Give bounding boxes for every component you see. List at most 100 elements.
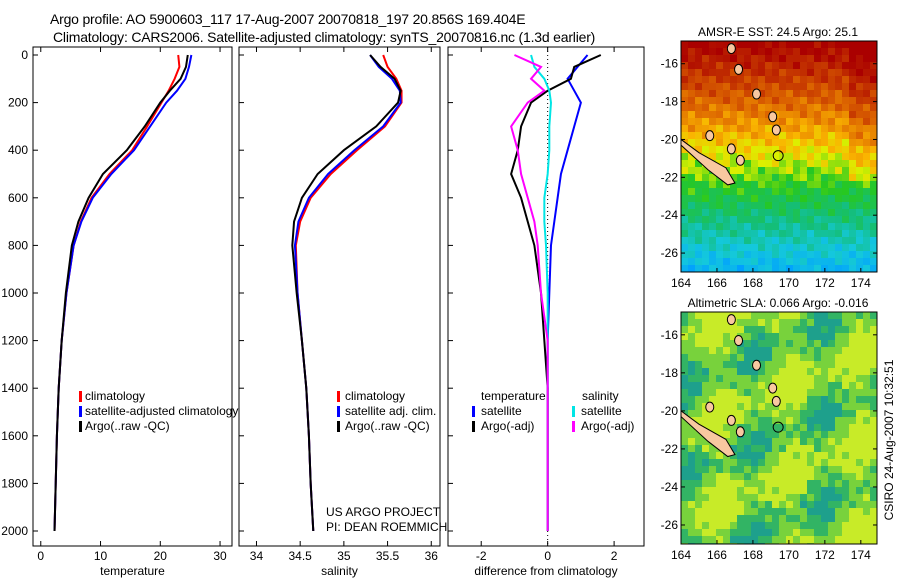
- legend-swatch: [472, 406, 475, 417]
- map-cell: [772, 230, 779, 237]
- map-cell: [800, 265, 807, 272]
- map-cell: [793, 83, 800, 90]
- legend-swatch: [572, 406, 575, 417]
- map-cell: [751, 515, 758, 522]
- map-cell: [835, 396, 842, 403]
- map-cell: [716, 251, 723, 258]
- map-cell: [849, 312, 856, 319]
- map-cell: [716, 55, 723, 62]
- map-cell: [681, 368, 688, 375]
- map-cell: [786, 319, 793, 326]
- map-cell: [856, 167, 863, 174]
- map-cell: [737, 396, 744, 403]
- map-cell: [765, 104, 772, 111]
- map-cell: [828, 188, 835, 195]
- map-cell: [723, 333, 730, 340]
- map-cell: [772, 333, 779, 340]
- map-cell: [786, 354, 793, 361]
- map-cell: [870, 473, 877, 480]
- map-cell: [807, 389, 814, 396]
- map-cell: [702, 230, 709, 237]
- map-cell: [870, 480, 877, 487]
- y-tick-label: 1200: [1, 334, 28, 348]
- map-cell: [793, 97, 800, 104]
- map-cell: [814, 41, 821, 48]
- map-cell: [835, 445, 842, 452]
- map-cell: [863, 522, 870, 529]
- map-cell: [849, 501, 856, 508]
- map-cell: [744, 167, 751, 174]
- map-cell: [786, 251, 793, 258]
- map-cell: [709, 55, 716, 62]
- map-cell: [772, 153, 779, 160]
- map-cell: [870, 312, 877, 319]
- map-cell: [814, 146, 821, 153]
- map-cell: [744, 76, 751, 83]
- map-cell: [723, 118, 730, 125]
- map-cell: [835, 522, 842, 529]
- map-cell: [695, 237, 702, 244]
- map-cell: [716, 223, 723, 230]
- map-cell: [835, 244, 842, 251]
- map-cell: [730, 76, 737, 83]
- map-cell: [730, 209, 737, 216]
- map-cell: [772, 361, 779, 368]
- map-cell: [779, 410, 786, 417]
- map-cell: [856, 174, 863, 181]
- map-cell: [807, 340, 814, 347]
- map-cell: [828, 347, 835, 354]
- map-cell: [835, 389, 842, 396]
- map-frame: [680, 40, 878, 273]
- map-cell: [828, 396, 835, 403]
- map-cell: [730, 326, 737, 333]
- map-cell: [870, 202, 877, 209]
- map-cell: [723, 326, 730, 333]
- map-cell: [737, 326, 744, 333]
- map-cell: [870, 494, 877, 501]
- map-cell: [786, 153, 793, 160]
- map-cell: [716, 202, 723, 209]
- map-cell: [793, 466, 800, 473]
- map-cell: [807, 319, 814, 326]
- map-cell: [849, 153, 856, 160]
- map-cell: [744, 389, 751, 396]
- map-cell: [695, 76, 702, 83]
- map-cell: [751, 375, 758, 382]
- map-cell: [744, 139, 751, 146]
- map-cell: [744, 452, 751, 459]
- map-cell: [681, 452, 688, 459]
- map-cell: [702, 459, 709, 466]
- map-cell: [870, 410, 877, 417]
- map-cell: [842, 76, 849, 83]
- map-cell: [842, 522, 849, 529]
- map-cell: [709, 202, 716, 209]
- map-cell: [730, 69, 737, 76]
- map-cell: [842, 195, 849, 202]
- map-cell: [723, 97, 730, 104]
- map-cell: [723, 265, 730, 272]
- map-cell: [681, 251, 688, 258]
- map-cell: [716, 389, 723, 396]
- map-cell: [758, 160, 765, 167]
- map-cell: [863, 111, 870, 118]
- map-cell: [758, 139, 765, 146]
- map-cell: [723, 209, 730, 216]
- map-cell: [807, 326, 814, 333]
- map-cell: [751, 41, 758, 48]
- map-cell: [814, 90, 821, 97]
- argo-float-marker: [772, 150, 784, 162]
- map-cell: [821, 237, 828, 244]
- map-cell: [821, 174, 828, 181]
- map-cell: [723, 494, 730, 501]
- map-cell: [716, 160, 723, 167]
- map-cell: [681, 69, 688, 76]
- map-cell: [863, 160, 870, 167]
- map-cell: [835, 188, 842, 195]
- map-cell: [758, 319, 765, 326]
- map-cell: [849, 202, 856, 209]
- map-cell: [856, 375, 863, 382]
- map-cell: [744, 62, 751, 69]
- map-cell: [814, 139, 821, 146]
- map-cell: [870, 438, 877, 445]
- legend-swatch: [472, 421, 475, 432]
